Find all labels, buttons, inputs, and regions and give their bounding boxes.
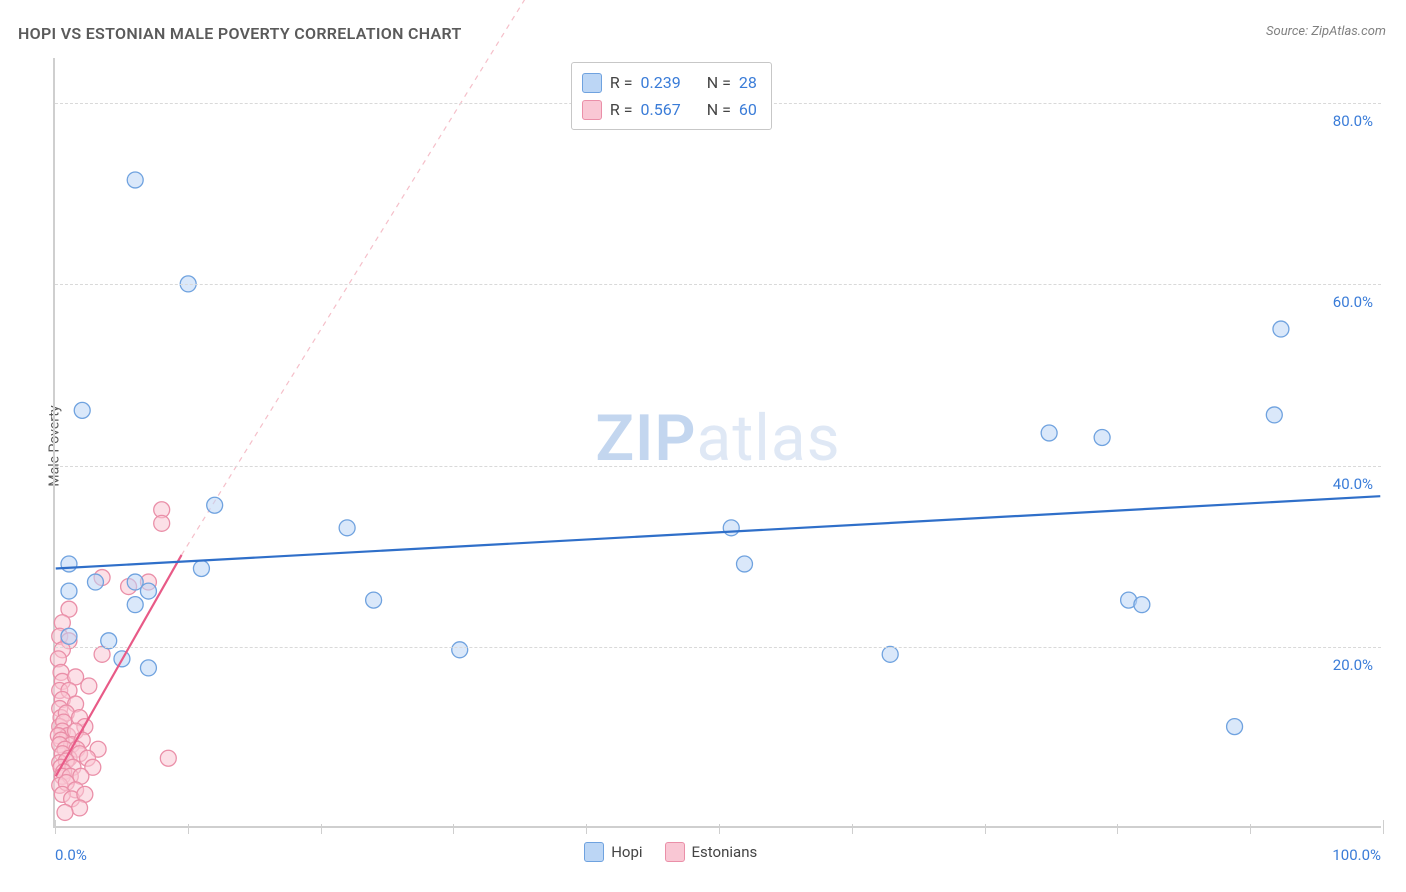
stat-n-label: N = <box>707 69 731 96</box>
y-tick-label: 20.0% <box>1333 656 1373 674</box>
legend-swatch <box>665 842 685 862</box>
watermark: ZIPatlas <box>595 401 840 476</box>
y-tick-label: 40.0% <box>1333 475 1373 493</box>
x-tick-label: 100.0% <box>1332 846 1381 864</box>
x-tick-minor <box>719 824 720 834</box>
gridline-h <box>55 647 1381 648</box>
x-tick-minor <box>1117 824 1118 834</box>
stat-r-label: R = <box>610 69 633 96</box>
plot-area: ZIPatlas 20.0%40.0%60.0%80.0%0.0%100.0% <box>53 58 1381 828</box>
stat-n-value: 28 <box>739 69 757 96</box>
stat-n-value: 60 <box>739 96 757 123</box>
stat-r-value: 0.239 <box>641 69 681 96</box>
stats-legend: R = 0.239 N = 28 R = 0.567 N = 60 <box>571 62 772 130</box>
x-tick-minor <box>586 824 587 834</box>
gridline-h <box>55 284 1381 285</box>
legend-swatch <box>582 73 602 93</box>
stat-n-label: N = <box>707 96 731 123</box>
stats-legend-row: R = 0.239 N = 28 <box>582 69 757 96</box>
chart-title: HOPI VS ESTONIAN MALE POVERTY CORRELATIO… <box>18 24 462 43</box>
series-legend-label: Estonians <box>692 843 758 861</box>
x-tick-minor <box>1250 824 1251 834</box>
x-tick-major <box>55 820 56 834</box>
series-legend-item: Hopi <box>584 842 642 862</box>
x-tick-minor <box>985 824 986 834</box>
x-tick-label: 0.0% <box>55 846 87 864</box>
x-tick-minor <box>321 824 322 834</box>
series-legend-label: Hopi <box>611 843 642 861</box>
y-tick-label: 80.0% <box>1333 112 1373 130</box>
legend-swatch <box>584 842 604 862</box>
y-tick-label: 60.0% <box>1333 293 1373 311</box>
series-legend: Hopi Estonians <box>584 842 757 862</box>
x-tick-minor <box>188 824 189 834</box>
source-attribution: Source: ZipAtlas.com <box>1266 24 1386 39</box>
stat-r-value: 0.567 <box>641 96 681 123</box>
stat-r-label: R = <box>610 96 633 123</box>
legend-swatch <box>582 100 602 120</box>
x-tick-minor <box>453 824 454 834</box>
chart-svg <box>55 58 1381 826</box>
stats-legend-row: R = 0.567 N = 60 <box>582 96 757 123</box>
series-legend-item: Estonians <box>665 842 758 862</box>
gridline-h <box>55 466 1381 467</box>
x-tick-minor <box>852 824 853 834</box>
x-tick-major <box>1383 820 1384 834</box>
